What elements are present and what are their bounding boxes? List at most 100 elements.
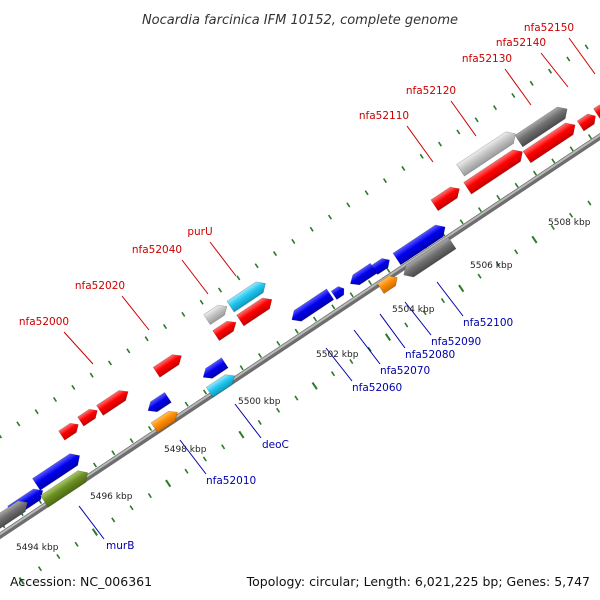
gene-arrow[interactable] <box>0 497 31 532</box>
tick-mark <box>74 541 79 547</box>
leader-line <box>179 439 207 475</box>
gene-arrow[interactable] <box>205 371 238 398</box>
gene-arrow[interactable] <box>200 357 229 382</box>
map-title: Nocardia farcinica IFM 10152, complete g… <box>142 13 458 28</box>
tick-mark <box>327 214 333 220</box>
scale-label: 5506 kbp <box>470 261 513 271</box>
gene-arrow[interactable] <box>330 285 347 300</box>
tick-mark <box>566 56 571 62</box>
gene-label-nfa52060[interactable]: nfa52060 <box>352 382 402 394</box>
gene-arrow[interactable] <box>522 119 579 164</box>
genome-summary: Topology: circular; Length: 6,021,225 bp… <box>246 574 590 589</box>
gene-label-murB[interactable]: murB <box>106 540 134 552</box>
leader-line <box>63 331 94 365</box>
tick-mark <box>147 425 153 432</box>
accession-label: Accession: NC_006361 <box>10 574 152 589</box>
gene-arrow[interactable] <box>152 351 185 378</box>
tick-mark <box>184 468 189 474</box>
tick-mark <box>257 353 263 359</box>
gene-arrow[interactable] <box>236 294 276 327</box>
tick-mark <box>364 190 369 196</box>
gene-arrow[interactable] <box>212 317 240 342</box>
gene-arrow[interactable] <box>32 450 83 491</box>
scale-label: 5496 kbp <box>90 492 133 502</box>
tick-mark <box>587 134 593 140</box>
tick-mark <box>257 419 262 425</box>
gene-arrow[interactable] <box>514 103 571 148</box>
tick-mark <box>311 381 318 390</box>
tick-mark <box>495 261 500 267</box>
gene-arrow[interactable] <box>40 467 91 508</box>
gene-label-nfa52090[interactable]: nfa52090 <box>431 336 481 348</box>
gene-label-nfa52010[interactable]: nfa52010 <box>206 475 256 487</box>
gene-arrow[interactable] <box>392 221 449 266</box>
backbone <box>0 133 600 540</box>
tick-mark <box>272 251 278 257</box>
gene-label-nfa52070[interactable]: nfa52070 <box>380 365 430 377</box>
tick-mark <box>584 44 589 50</box>
gene-arrow[interactable] <box>463 146 527 195</box>
tick-mark <box>165 479 172 488</box>
tick-mark <box>477 273 482 279</box>
gene-label-deoC[interactable]: deoC <box>262 439 289 451</box>
tick-mark <box>367 346 372 352</box>
tick-mark <box>404 322 409 328</box>
gene-arrow[interactable] <box>203 301 231 326</box>
tick-mark <box>587 200 592 206</box>
gene-arrow[interactable] <box>150 407 181 434</box>
gene-arrow[interactable] <box>376 272 400 294</box>
scale-label: 5500 kbp <box>238 397 281 407</box>
gene-label-nfa52140[interactable]: nfa52140 <box>496 37 546 49</box>
gene-label-nfa52000[interactable]: nfa52000 <box>19 316 69 328</box>
tick-mark <box>56 553 61 560</box>
gene-label-nfa52130[interactable]: nfa52130 <box>462 53 512 65</box>
leader-line <box>353 329 381 365</box>
gene-arrow[interactable] <box>456 128 520 177</box>
gene-label-nfa52150[interactable]: nfa52150 <box>524 22 574 34</box>
tick-mark <box>18 577 25 585</box>
tick-mark <box>202 389 208 395</box>
gene-label-nfa52040[interactable]: nfa52040 <box>132 244 182 256</box>
tick-mark <box>92 462 98 468</box>
tick-mark <box>276 340 281 346</box>
leader-line <box>181 259 209 295</box>
tick-mark <box>89 372 94 378</box>
gene-arrow[interactable] <box>347 262 378 288</box>
gene-arrow[interactable] <box>430 183 463 212</box>
gene-arrow[interactable] <box>288 288 335 325</box>
gene-arrow[interactable] <box>371 255 392 275</box>
scale-label: 5502 kbp <box>316 350 359 360</box>
gene-label-nfa52080[interactable]: nfa52080 <box>405 349 455 361</box>
tick-mark <box>492 105 498 111</box>
tick-mark <box>291 238 296 244</box>
gene-label-nfa52020[interactable]: nfa52020 <box>75 280 125 292</box>
tick-mark <box>202 456 207 462</box>
scale-label: 5508 kbp <box>548 218 591 228</box>
tick-mark <box>37 566 43 572</box>
tick-mark <box>217 287 223 293</box>
gene-label-nfa52120[interactable]: nfa52120 <box>406 85 456 97</box>
gene-arrow[interactable] <box>58 420 82 441</box>
gene-arrow[interactable] <box>77 406 101 427</box>
gene-arrow[interactable] <box>96 387 132 416</box>
gene-label-nfa52110[interactable]: nfa52110 <box>359 110 409 122</box>
gene-arrow[interactable] <box>226 278 269 313</box>
label-leaders <box>63 37 596 540</box>
gene-label-purU[interactable]: purU <box>187 226 212 238</box>
leader-line <box>404 301 432 336</box>
gene-arrow[interactable] <box>400 236 457 281</box>
tick-mark <box>238 430 245 439</box>
tick-mark <box>514 249 519 255</box>
gene-label-nfa52100[interactable]: nfa52100 <box>463 317 513 329</box>
leader-line <box>234 403 262 439</box>
tick-mark <box>129 505 134 511</box>
tick-mark <box>111 450 116 456</box>
gene-arrow[interactable] <box>576 111 599 132</box>
tick-mark <box>458 284 465 293</box>
scale-label: 5498 kbp <box>164 445 207 455</box>
tick-mark <box>550 224 555 230</box>
tick-mark <box>349 292 354 298</box>
gene-arrow[interactable] <box>145 391 172 415</box>
leader-line <box>406 125 434 163</box>
